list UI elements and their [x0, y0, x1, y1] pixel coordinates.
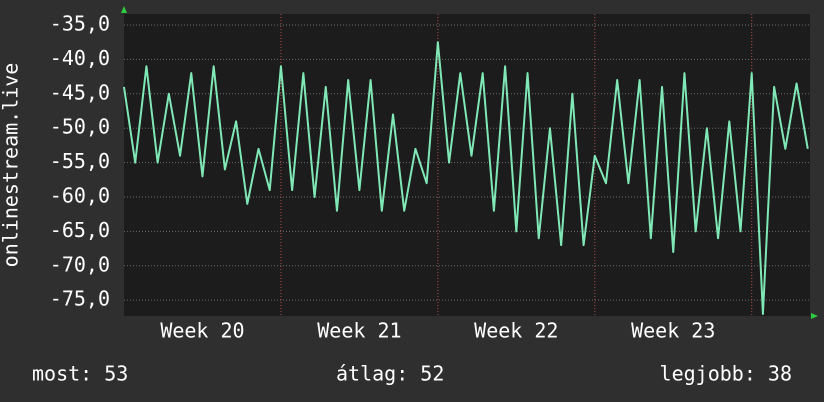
y-axis-label: onlinestream.live [0, 63, 23, 268]
stat-current: most: 53 [32, 362, 128, 386]
y-tick-label: -40,0 [50, 46, 110, 70]
y-tick-label: -60,0 [50, 183, 110, 207]
y-tick-label: -35,0 [50, 12, 110, 36]
stat-best: legjobb: 38 [660, 362, 792, 386]
data-line [123, 41, 809, 315]
y-tick-label: -75,0 [50, 287, 110, 311]
y-tick-label: -70,0 [50, 252, 110, 276]
axis-arrow [121, 6, 127, 13]
x-tick-label: Week 20 [160, 319, 244, 343]
stat-average: átlag: 52 [336, 362, 444, 386]
y-tick-label: -45,0 [50, 80, 110, 104]
y-tick-label: -55,0 [50, 149, 110, 173]
x-tick-label: Week 21 [317, 319, 401, 343]
x-tick-label: Week 23 [631, 319, 715, 343]
x-tick-label: Week 22 [474, 319, 558, 343]
axis-arrow [811, 313, 818, 319]
y-tick-label: -65,0 [50, 218, 110, 242]
y-tick-label: -50,0 [50, 115, 110, 139]
